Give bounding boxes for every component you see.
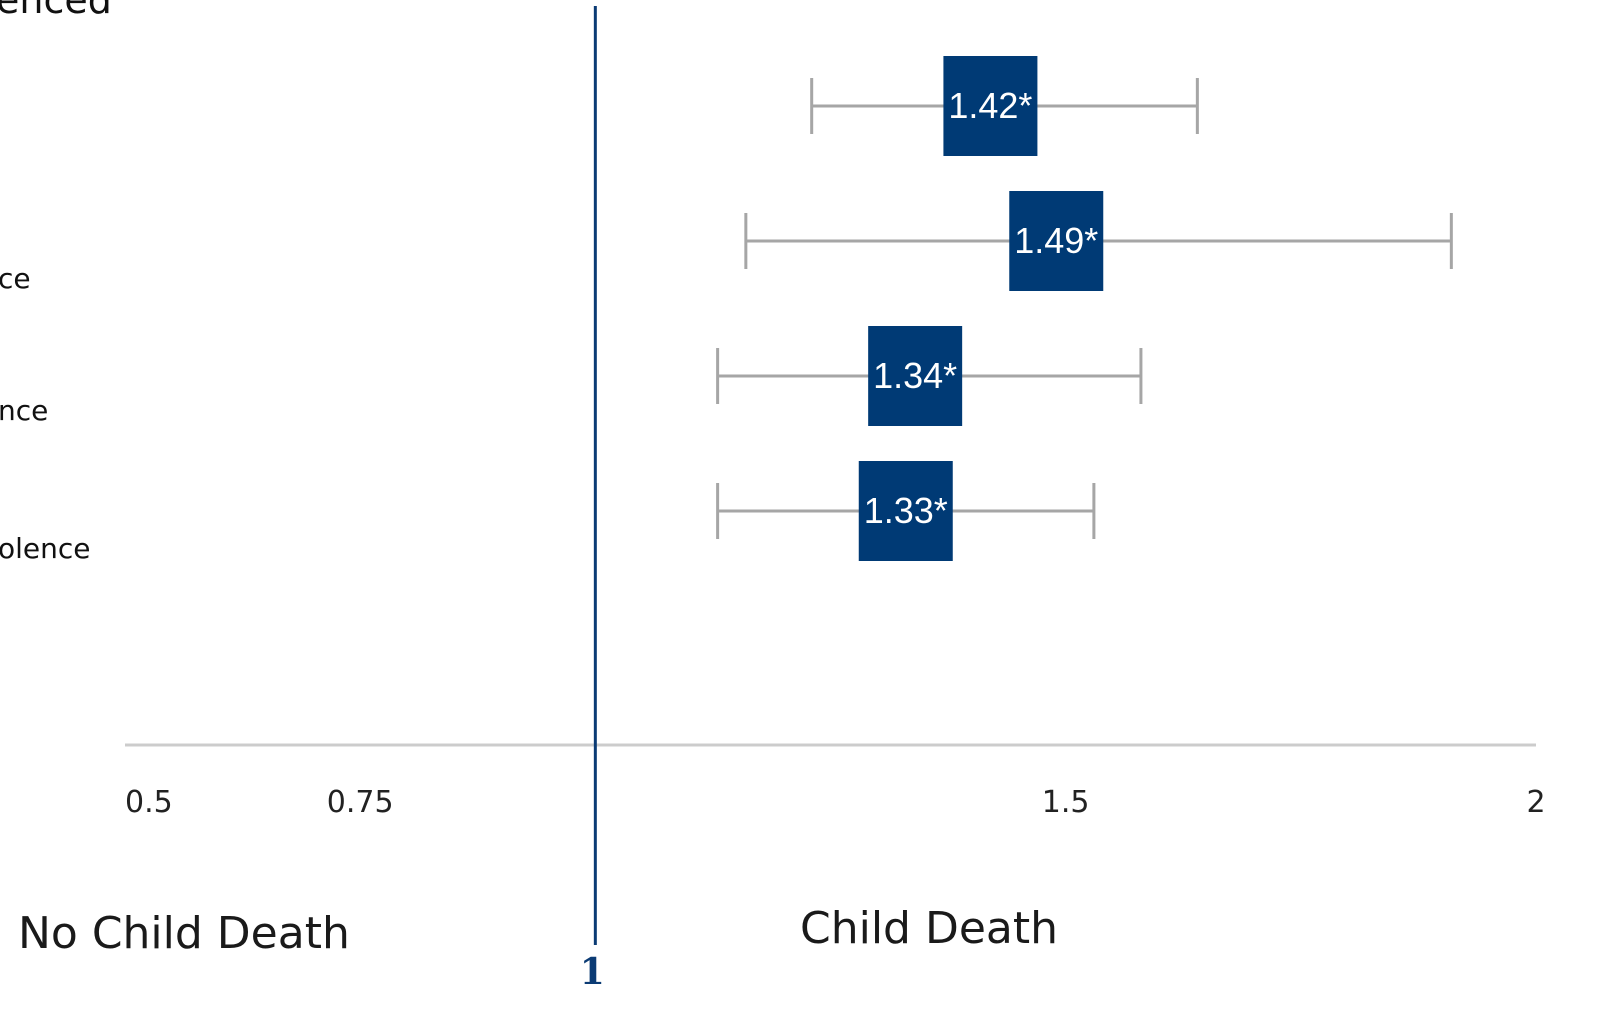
estimate-box bbox=[868, 326, 963, 426]
estimate-label: 1.42* bbox=[948, 85, 1032, 126]
left-side-label: No Child Death bbox=[18, 908, 350, 959]
estimate-label: 1.34* bbox=[873, 355, 957, 396]
estimate-box bbox=[943, 56, 1038, 156]
estimate-label: 1.49* bbox=[1014, 220, 1098, 261]
x-tick-label: 2 bbox=[1526, 785, 1545, 820]
x-tick-label: 0.75 bbox=[327, 785, 394, 820]
estimate-box bbox=[1009, 191, 1104, 291]
estimate-box bbox=[858, 461, 953, 561]
row-label-fragment-3: olence bbox=[0, 532, 91, 565]
x-tick-label: 1.5 bbox=[1042, 785, 1090, 820]
row-label-fragment-2: nce bbox=[0, 394, 49, 427]
estimate-label: 1.33* bbox=[864, 490, 948, 531]
reference-value-label: 1 bbox=[580, 951, 605, 993]
row-label-fragment-1: ce bbox=[0, 262, 31, 295]
x-tick-label: 0.5 bbox=[125, 785, 173, 820]
right-side-label: Child Death bbox=[800, 903, 1059, 954]
chart-title-fragment: enced bbox=[0, 0, 112, 22]
